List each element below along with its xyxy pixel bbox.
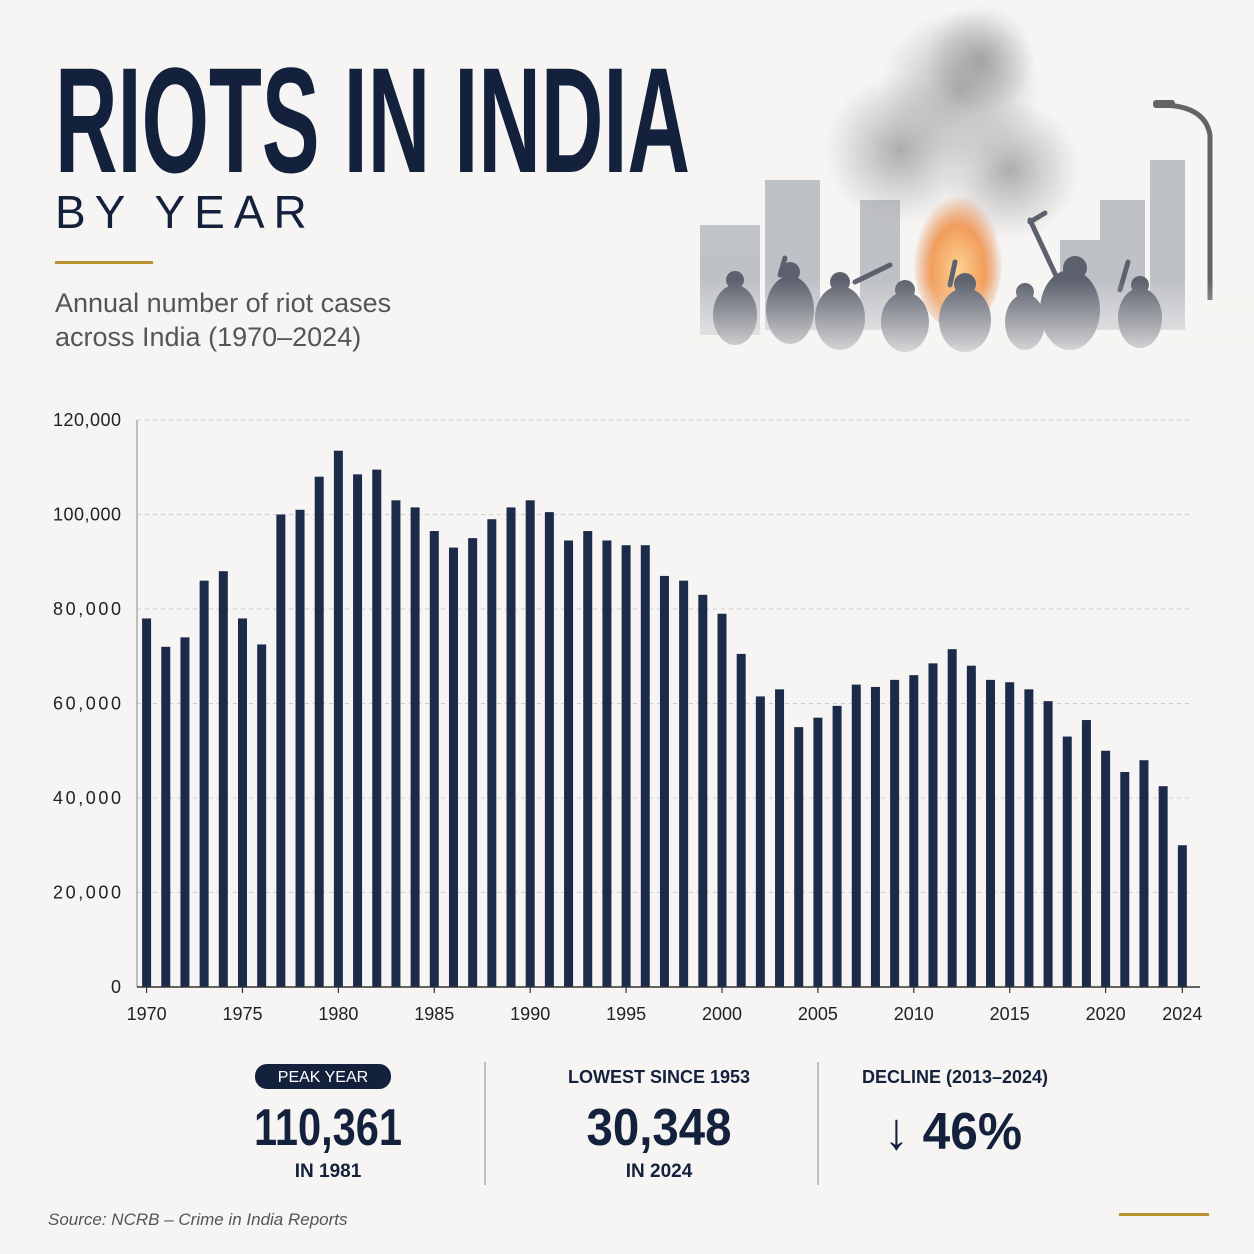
- bar: [161, 646, 171, 987]
- bar: [1158, 786, 1168, 987]
- description: across India (1970–2024): [55, 322, 361, 352]
- bar: [199, 580, 209, 987]
- y-tick-label: 0: [111, 977, 121, 997]
- bar: [602, 540, 612, 987]
- bar: [180, 637, 190, 987]
- bar: [583, 531, 593, 987]
- y-tick-label: 20,000: [53, 883, 121, 903]
- x-tick-label: 1990: [510, 1004, 550, 1024]
- stat-label: LOWEST SINCE 1953: [568, 1067, 750, 1087]
- bar: [794, 727, 804, 987]
- bar: [736, 653, 746, 987]
- description: Annual number of riot cases: [55, 288, 391, 318]
- bar: [1101, 750, 1111, 987]
- bar: [1062, 736, 1072, 987]
- bar: [698, 594, 708, 987]
- x-tick-label: 2015: [990, 1004, 1030, 1024]
- bar: [1043, 701, 1053, 987]
- source: Source: NCRB – Crime in India Reports: [48, 1210, 348, 1229]
- badge: [255, 1064, 391, 1089]
- x-tick-label: 1970: [127, 1004, 167, 1024]
- plot: 0 20,000 40,000 60,000 80,000 100,000 120,000 1…: [53, 410, 1202, 1024]
- accent-line: [1119, 1213, 1209, 1216]
- y-tick-label: 120,000: [53, 410, 121, 430]
- bar: [410, 507, 420, 987]
- bar: [775, 689, 785, 987]
- bar: [468, 538, 478, 987]
- bar: [353, 474, 363, 987]
- x-tick-label: 2024: [1162, 1004, 1202, 1024]
- x-tick-label: 2010: [894, 1004, 934, 1024]
- bar: [487, 519, 497, 987]
- bar: [544, 512, 554, 987]
- stat-label: PEAK YEAR: [278, 1069, 368, 1086]
- bar: [640, 545, 650, 987]
- bar: [257, 644, 267, 987]
- bar: [448, 547, 458, 987]
- bar: [947, 649, 957, 987]
- bar: [1081, 720, 1091, 987]
- y-tick-label: 40,000: [53, 788, 121, 808]
- x-tick-label: 1995: [606, 1004, 646, 1024]
- bar: [1139, 760, 1149, 987]
- bar: [679, 580, 689, 987]
- title: RIOTS IN INDIA: [55, 36, 690, 204]
- bar: [755, 696, 765, 987]
- bar: [237, 618, 247, 987]
- bar: [564, 540, 574, 987]
- bar: [621, 545, 631, 987]
- bar: [717, 613, 727, 987]
- x-tick-label: 1975: [222, 1004, 262, 1024]
- bar: [659, 575, 669, 987]
- bar: [391, 500, 401, 987]
- stat-label: DECLINE (2013–2024): [862, 1067, 1048, 1087]
- x-tick-label: 1985: [414, 1004, 454, 1024]
- stat-value: ↓ 46%: [884, 1103, 1022, 1161]
- bar: [506, 507, 516, 987]
- bar: [870, 686, 880, 987]
- bar: [813, 717, 823, 987]
- bar: [429, 531, 439, 987]
- stat-value: 30,348: [587, 1099, 732, 1157]
- bar: [295, 509, 305, 987]
- bar: [525, 500, 535, 987]
- bar: [890, 679, 900, 987]
- x-tick-label: 2005: [798, 1004, 838, 1024]
- bar: [1024, 689, 1034, 987]
- bar: [314, 476, 324, 987]
- bar: [372, 469, 382, 987]
- bar: [986, 679, 996, 987]
- bar: [851, 684, 861, 987]
- stat-note: IN 1981: [295, 1161, 362, 1182]
- bar: [832, 705, 842, 987]
- bar: [333, 450, 343, 987]
- bar: [1177, 845, 1187, 987]
- subtitle: BY YEAR: [55, 186, 316, 238]
- bar: [1005, 682, 1015, 987]
- bar: [218, 571, 228, 987]
- stat-value: 110,361: [254, 1099, 402, 1157]
- bar: [909, 675, 919, 987]
- bar: [966, 665, 976, 987]
- accent-line: [55, 261, 153, 264]
- stat-note: IN 2024: [626, 1161, 693, 1182]
- y-tick-label: 80,000: [53, 599, 121, 619]
- x-tick-label: 2020: [1086, 1004, 1126, 1024]
- bar: [928, 663, 938, 987]
- bar: [142, 618, 152, 987]
- y-tick-label: 100,000: [53, 505, 121, 525]
- illustration: [680, 5, 1254, 370]
- y-tick-label: 60,000: [53, 694, 121, 714]
- bar: [276, 514, 286, 987]
- x-tick-label: 2000: [702, 1004, 742, 1024]
- x-tick-label: 1980: [318, 1004, 358, 1024]
- bar: [1120, 772, 1130, 987]
